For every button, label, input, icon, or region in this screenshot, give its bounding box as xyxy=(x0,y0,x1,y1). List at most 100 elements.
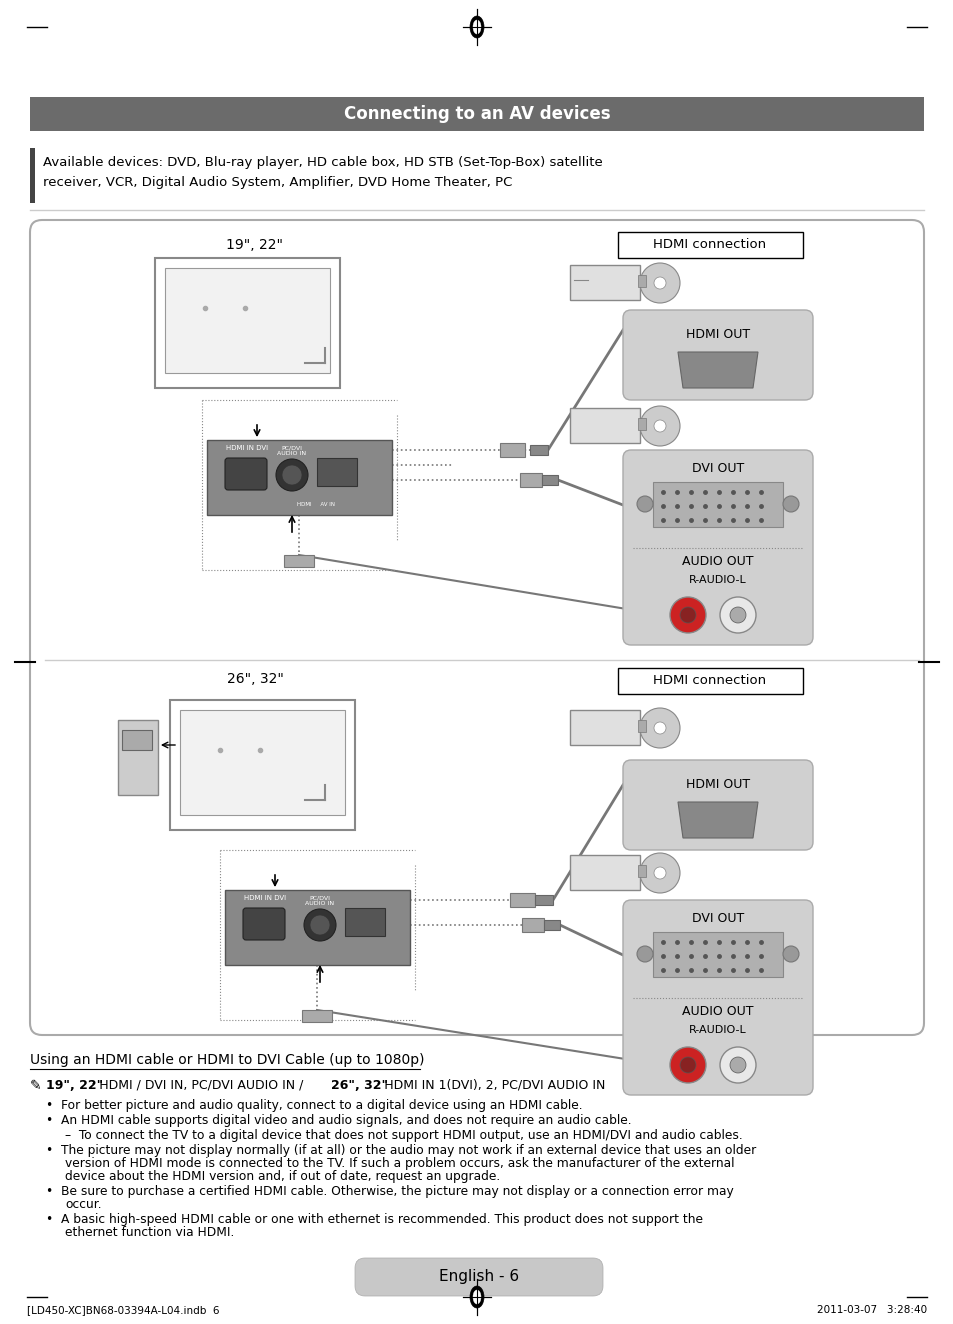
Text: R-AUDIO-L: R-AUDIO-L xyxy=(688,575,746,585)
Text: Available devices: DVD, Blu-ray player, HD cable box, HD STB (Set-Top-Box) satel: Available devices: DVD, Blu-ray player, … xyxy=(43,156,602,169)
Circle shape xyxy=(639,853,679,892)
Circle shape xyxy=(654,420,665,432)
Text: •  For better picture and audio quality, connect to a digital device using an HD: • For better picture and audio quality, … xyxy=(46,1099,582,1112)
Bar xyxy=(638,418,645,430)
Circle shape xyxy=(639,406,679,446)
Bar xyxy=(30,97,923,131)
Circle shape xyxy=(310,915,330,935)
Bar xyxy=(652,482,782,527)
Text: version of HDMI mode is connected to the TV. If such a problem occurs, ask the m: version of HDMI mode is connected to the… xyxy=(65,1157,734,1170)
Text: –  To connect the TV to a digital device that does not support HDMI output, use : – To connect the TV to a digital device … xyxy=(65,1129,742,1143)
Text: Connecting to an AV devices: Connecting to an AV devices xyxy=(343,105,610,123)
Text: AUDIO OUT: AUDIO OUT xyxy=(681,1005,753,1018)
Ellipse shape xyxy=(473,1290,480,1304)
Text: HDMI OUT: HDMI OUT xyxy=(685,779,749,790)
Bar xyxy=(530,445,547,455)
Bar xyxy=(569,408,639,444)
Bar xyxy=(519,473,541,487)
Polygon shape xyxy=(678,352,758,388)
Bar xyxy=(118,720,158,794)
FancyBboxPatch shape xyxy=(622,310,812,400)
Text: DVI OUT: DVI OUT xyxy=(691,462,743,475)
Text: HDMI IN DVI: HDMI IN DVI xyxy=(226,445,268,451)
Text: ✎: ✎ xyxy=(30,1079,42,1094)
Text: : HDMI / DVI IN, PC/DVI AUDIO IN /: : HDMI / DVI IN, PC/DVI AUDIO IN / xyxy=(91,1079,307,1092)
Text: 19", 22": 19", 22" xyxy=(46,1079,103,1092)
Text: 26", 32": 26", 32" xyxy=(226,673,283,686)
Bar xyxy=(510,892,535,907)
Ellipse shape xyxy=(470,16,483,38)
Text: 26", 32": 26", 32" xyxy=(331,1079,388,1092)
Circle shape xyxy=(720,597,755,633)
Circle shape xyxy=(669,597,705,633)
Circle shape xyxy=(679,1057,696,1072)
Circle shape xyxy=(782,496,799,512)
Text: HDMI OUT: HDMI OUT xyxy=(685,328,749,342)
Ellipse shape xyxy=(473,20,480,34)
Circle shape xyxy=(729,1057,745,1072)
Circle shape xyxy=(782,947,799,963)
Bar xyxy=(165,267,330,373)
Text: English - 6: English - 6 xyxy=(438,1270,518,1284)
Text: Using an HDMI cable or HDMI to DVI Cable (up to 1080p): Using an HDMI cable or HDMI to DVI Cable… xyxy=(30,1053,424,1067)
Text: •  The picture may not display normally (if at all) or the audio may not work if: • The picture may not display normally (… xyxy=(46,1144,756,1157)
Circle shape xyxy=(637,496,652,512)
Bar xyxy=(30,148,35,203)
Bar xyxy=(521,918,543,932)
Bar xyxy=(207,440,392,515)
Circle shape xyxy=(304,910,335,941)
Text: DVI OUT: DVI OUT xyxy=(691,912,743,925)
Bar xyxy=(535,895,553,906)
FancyBboxPatch shape xyxy=(622,760,812,850)
Bar xyxy=(499,444,524,457)
FancyBboxPatch shape xyxy=(622,450,812,645)
FancyBboxPatch shape xyxy=(622,900,812,1095)
Circle shape xyxy=(282,465,302,485)
Circle shape xyxy=(654,722,665,733)
FancyBboxPatch shape xyxy=(225,458,267,490)
FancyBboxPatch shape xyxy=(30,220,923,1035)
Text: •  Be sure to purchase a certified HDMI cable. Otherwise, the picture may not di: • Be sure to purchase a certified HDMI c… xyxy=(46,1185,733,1198)
Bar xyxy=(180,710,345,816)
Text: : HDMI IN 1(DVI), 2, PC/DVI AUDIO IN: : HDMI IN 1(DVI), 2, PC/DVI AUDIO IN xyxy=(375,1079,605,1092)
Bar xyxy=(284,555,314,567)
Text: •  A basic high-speed HDMI cable or one with ethernet is recommended. This produ: • A basic high-speed HDMI cable or one w… xyxy=(46,1213,702,1226)
Bar xyxy=(638,275,645,287)
Text: ethernet function via HDMI.: ethernet function via HDMI. xyxy=(65,1226,234,1239)
Bar xyxy=(569,855,639,890)
Text: HDMI IN DVI: HDMI IN DVI xyxy=(244,895,286,902)
Circle shape xyxy=(639,263,679,303)
Polygon shape xyxy=(678,802,758,838)
Circle shape xyxy=(275,459,308,491)
Text: R-AUDIO-L: R-AUDIO-L xyxy=(688,1025,746,1035)
Bar xyxy=(569,265,639,301)
Circle shape xyxy=(729,606,745,624)
Text: AUDIO OUT: AUDIO OUT xyxy=(681,555,753,568)
Bar xyxy=(316,458,356,486)
Text: 2011-03-07   3:28:40: 2011-03-07 3:28:40 xyxy=(816,1305,926,1315)
Bar xyxy=(543,920,559,929)
Bar xyxy=(122,730,152,749)
Bar xyxy=(345,908,385,936)
Circle shape xyxy=(654,277,665,289)
Circle shape xyxy=(639,708,679,748)
Ellipse shape xyxy=(470,1286,483,1308)
Bar xyxy=(638,720,645,732)
Text: device about the HDMI version and, if out of date, request an upgrade.: device about the HDMI version and, if ou… xyxy=(65,1170,499,1184)
Text: PC/DVI
AUDIO IN: PC/DVI AUDIO IN xyxy=(277,445,306,455)
Bar xyxy=(225,890,410,965)
Circle shape xyxy=(679,606,696,624)
Bar xyxy=(154,258,339,388)
FancyBboxPatch shape xyxy=(355,1258,602,1296)
Bar xyxy=(541,475,558,485)
Circle shape xyxy=(669,1047,705,1083)
Bar xyxy=(638,865,645,876)
Bar xyxy=(618,232,802,258)
Text: •  An HDMI cable supports digital video and audio signals, and does not require : • An HDMI cable supports digital video a… xyxy=(46,1113,631,1127)
Circle shape xyxy=(637,947,652,963)
Bar xyxy=(652,932,782,977)
Text: HDMI     AV IN: HDMI AV IN xyxy=(296,502,335,507)
Text: [LD450-XC]BN68-03394A-L04.indb  6: [LD450-XC]BN68-03394A-L04.indb 6 xyxy=(27,1305,219,1315)
Bar xyxy=(569,710,639,745)
Circle shape xyxy=(720,1047,755,1083)
